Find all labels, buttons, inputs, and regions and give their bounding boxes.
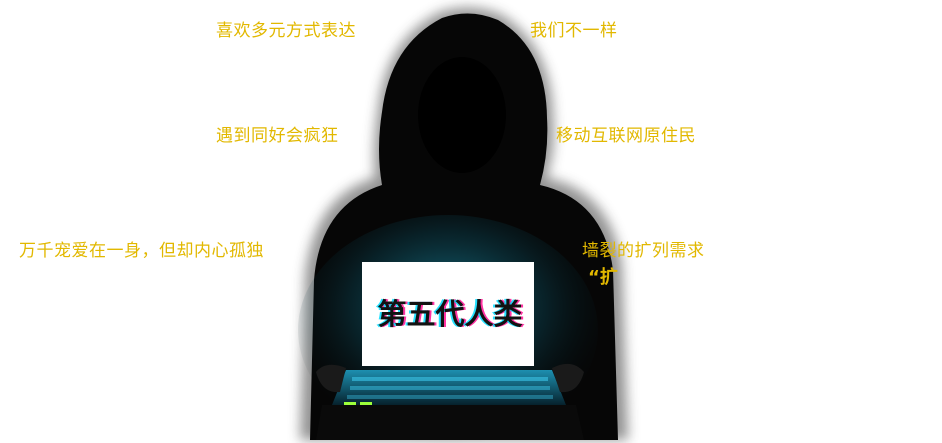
phrase-different: 我们不一样 (530, 21, 618, 41)
phrase-mobile-native: 移动互联网原住民 (556, 126, 696, 146)
right-hand (552, 363, 584, 393)
phrase-expression: 喜欢多元方式表达 (216, 21, 356, 41)
phrase-lonely: 万千宠爱在一身，但却内心孤独 (19, 241, 264, 261)
status-light-green (360, 402, 372, 405)
hood-face-shadow (418, 57, 506, 173)
keyboard-row (347, 395, 553, 399)
left-hand (316, 364, 346, 393)
laptop-screen (362, 262, 534, 366)
phrase-fandom: 遇到同好会疯狂 (216, 126, 339, 146)
lap-shadow (316, 405, 584, 440)
status-light-green (344, 402, 356, 405)
screen-title: 第五代人类 (377, 297, 523, 331)
keyboard-row (352, 377, 548, 381)
keyboard-row (350, 386, 550, 390)
quote-fragment: “扩 (588, 267, 618, 288)
phrase-social-expansion: 墙裂的扩列需求 (582, 241, 705, 261)
